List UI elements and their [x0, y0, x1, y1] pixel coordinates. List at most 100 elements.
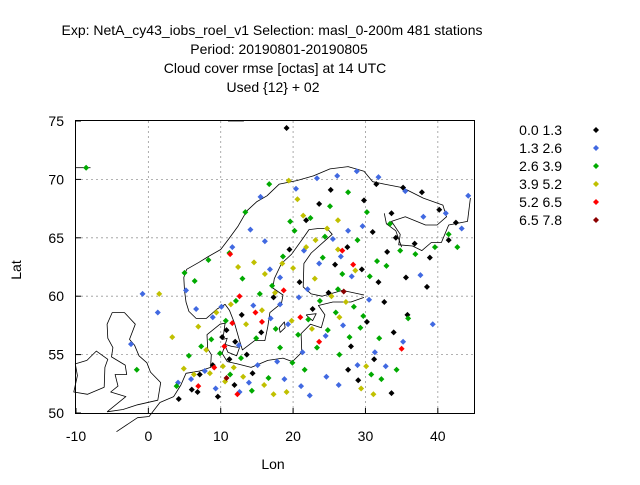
data-point-series-3: [354, 237, 361, 244]
data-point-series-4: [261, 271, 268, 278]
data-point-series-1: [411, 240, 418, 247]
legend-marker: [593, 127, 599, 133]
data-point-series-1: [258, 329, 265, 336]
data-point-series-3: [256, 290, 263, 297]
data-point-series-5: [316, 338, 323, 345]
data-point-series-2: [247, 226, 254, 233]
x-tick-label: 10: [213, 428, 229, 444]
data-point-series-2: [400, 338, 407, 345]
data-point-series-4: [240, 373, 247, 380]
data-point-series-1: [423, 283, 430, 290]
data-point-series-3: [287, 218, 294, 225]
data-point-series-5: [195, 383, 202, 390]
data-point-series-4: [230, 364, 237, 371]
data-point-series-1: [232, 338, 239, 345]
data-points: [83, 125, 472, 402]
data-point-series-1: [388, 390, 395, 397]
data-point-series-3: [378, 376, 385, 383]
coast-white-sea-east: [383, 213, 402, 248]
data-point-series-5: [229, 320, 236, 327]
data-point-series-4: [272, 289, 278, 296]
data-point-series-5: [221, 343, 228, 350]
data-point-series-3: [350, 303, 357, 310]
data-point-series-1: [231, 381, 238, 388]
data-point-series-2: [306, 392, 313, 399]
data-point-series-3: [305, 316, 312, 323]
data-point-series-4: [363, 363, 370, 370]
legend-marker: [593, 163, 599, 169]
data-point-series-1: [390, 329, 397, 336]
data-point-series-2: [277, 301, 284, 308]
data-point-series-5: [252, 309, 259, 316]
data-point-series-4: [261, 381, 268, 388]
y-tick-label: 55: [48, 347, 64, 363]
data-point-series-3: [295, 331, 302, 338]
data-point-series-4: [328, 293, 335, 300]
data-point-series-4: [169, 334, 176, 341]
coast-continent-west: [116, 297, 365, 433]
data-point-series-3: [368, 371, 375, 378]
data-point-series-1: [243, 351, 250, 358]
data-point-series-2: [201, 367, 208, 374]
legend-marker: [593, 181, 599, 187]
data-point-series-3: [326, 203, 333, 210]
data-point-series-4: [288, 317, 295, 324]
data-point-series-3: [242, 209, 249, 216]
data-point-series-1: [375, 279, 382, 286]
legend-label: 0.0 1.3: [519, 122, 562, 138]
data-point-series-1: [358, 266, 365, 273]
data-point-series-3: [208, 336, 215, 343]
data-point-series-3: [383, 262, 390, 269]
data-point-series-5: [234, 391, 241, 398]
data-point-series-2: [417, 272, 424, 279]
data-point-series-5: [297, 314, 304, 321]
data-point-series-2: [139, 290, 146, 297]
data-point-series-3: [405, 315, 412, 322]
data-point-series-2: [261, 238, 268, 245]
data-point-series-2: [229, 244, 236, 251]
title-line-2: Period: 20190801-20190805: [190, 41, 368, 57]
y-tick-labels: 50 55 60 65 70 75: [48, 113, 64, 421]
data-point-series-3: [133, 366, 140, 373]
data-point-series-3: [336, 351, 343, 358]
coast-great-britain: [106, 312, 162, 413]
data-point-series-4: [285, 177, 292, 184]
data-point-series-1: [270, 294, 277, 301]
data-point-series-2: [442, 210, 449, 217]
data-point-series-1: [332, 261, 339, 268]
data-point-series-2: [245, 379, 252, 386]
data-point-series-1: [194, 388, 201, 395]
data-point-series-1: [303, 217, 310, 224]
data-point-series-4: [358, 385, 365, 392]
data-point-series-2: [295, 294, 302, 301]
data-point-series-1: [392, 234, 399, 241]
x-axis-label: Lon: [261, 456, 284, 472]
data-point-series-4: [270, 391, 277, 398]
data-point-series-3: [376, 335, 383, 342]
data-point-series-3: [291, 227, 298, 234]
data-point-series-3: [387, 220, 394, 227]
data-point-series-3: [191, 278, 198, 285]
data-point-series-3: [319, 254, 326, 261]
data-point-series-5: [339, 247, 346, 254]
data-point-series-4: [251, 259, 258, 266]
data-point-series-2: [366, 296, 373, 303]
legend-marker: [593, 217, 599, 223]
data-point-series-2: [382, 363, 389, 370]
data-point-series-3: [265, 374, 272, 381]
data-point-series-1: [361, 197, 368, 204]
data-point-series-3: [345, 189, 352, 196]
data-point-series-4: [279, 260, 286, 267]
data-point-series-1: [452, 219, 459, 226]
data-point-series-1: [223, 327, 230, 334]
y-tick-label: 50: [48, 405, 64, 421]
y-axis-label: Lat: [8, 260, 24, 280]
data-point-series-4: [195, 323, 202, 330]
data-point-series-3: [339, 271, 346, 278]
data-point-series-4: [258, 307, 265, 314]
data-point-series-3: [307, 214, 314, 221]
data-point-series-3: [185, 352, 192, 359]
data-point-series-1: [373, 181, 380, 188]
data-point-series-1: [369, 228, 376, 235]
